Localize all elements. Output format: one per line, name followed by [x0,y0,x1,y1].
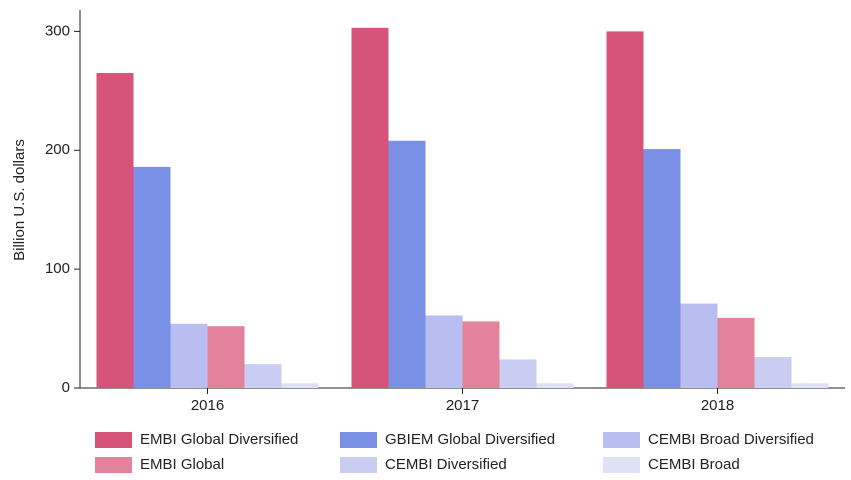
legend-label: EMBI Global Diversified [140,431,298,448]
bar [207,326,245,388]
bar [96,73,134,388]
bar [606,31,644,388]
x-tick-label: 2018 [701,397,734,414]
bar [425,315,463,388]
y-tick-label: 300 [45,22,70,39]
y-axis-label: Billion U.S. dollars [11,139,28,261]
bar [536,383,574,388]
bar [791,383,829,388]
bar [754,357,792,388]
bar [499,359,537,388]
legend-label: CEMBI Broad Diversified [648,431,814,448]
y-tick-label: 0 [62,379,70,396]
bar [281,383,319,388]
legend-swatch [95,457,132,473]
bar [244,364,282,388]
y-tick-label: 100 [45,260,70,277]
bar [680,303,718,388]
legend-label: CEMBI Diversified [385,456,507,473]
legend-label: EMBI Global [140,456,224,473]
bar [170,323,208,388]
legend-swatch [603,457,640,473]
bar [717,317,755,388]
legend-label: CEMBI Broad [648,456,740,473]
bar [462,321,500,388]
bar [351,27,389,388]
bar [643,149,681,388]
legend-swatch [340,432,377,448]
bar [133,166,171,388]
x-tick-label: 2017 [446,397,479,414]
legend-swatch [603,432,640,448]
legend-swatch [340,457,377,473]
x-tick-label: 2016 [191,397,224,414]
legend-label: GBIEM Global Diversified [385,431,555,448]
legend-swatch [95,432,132,448]
y-tick-label: 200 [45,141,70,158]
bar [388,140,426,388]
